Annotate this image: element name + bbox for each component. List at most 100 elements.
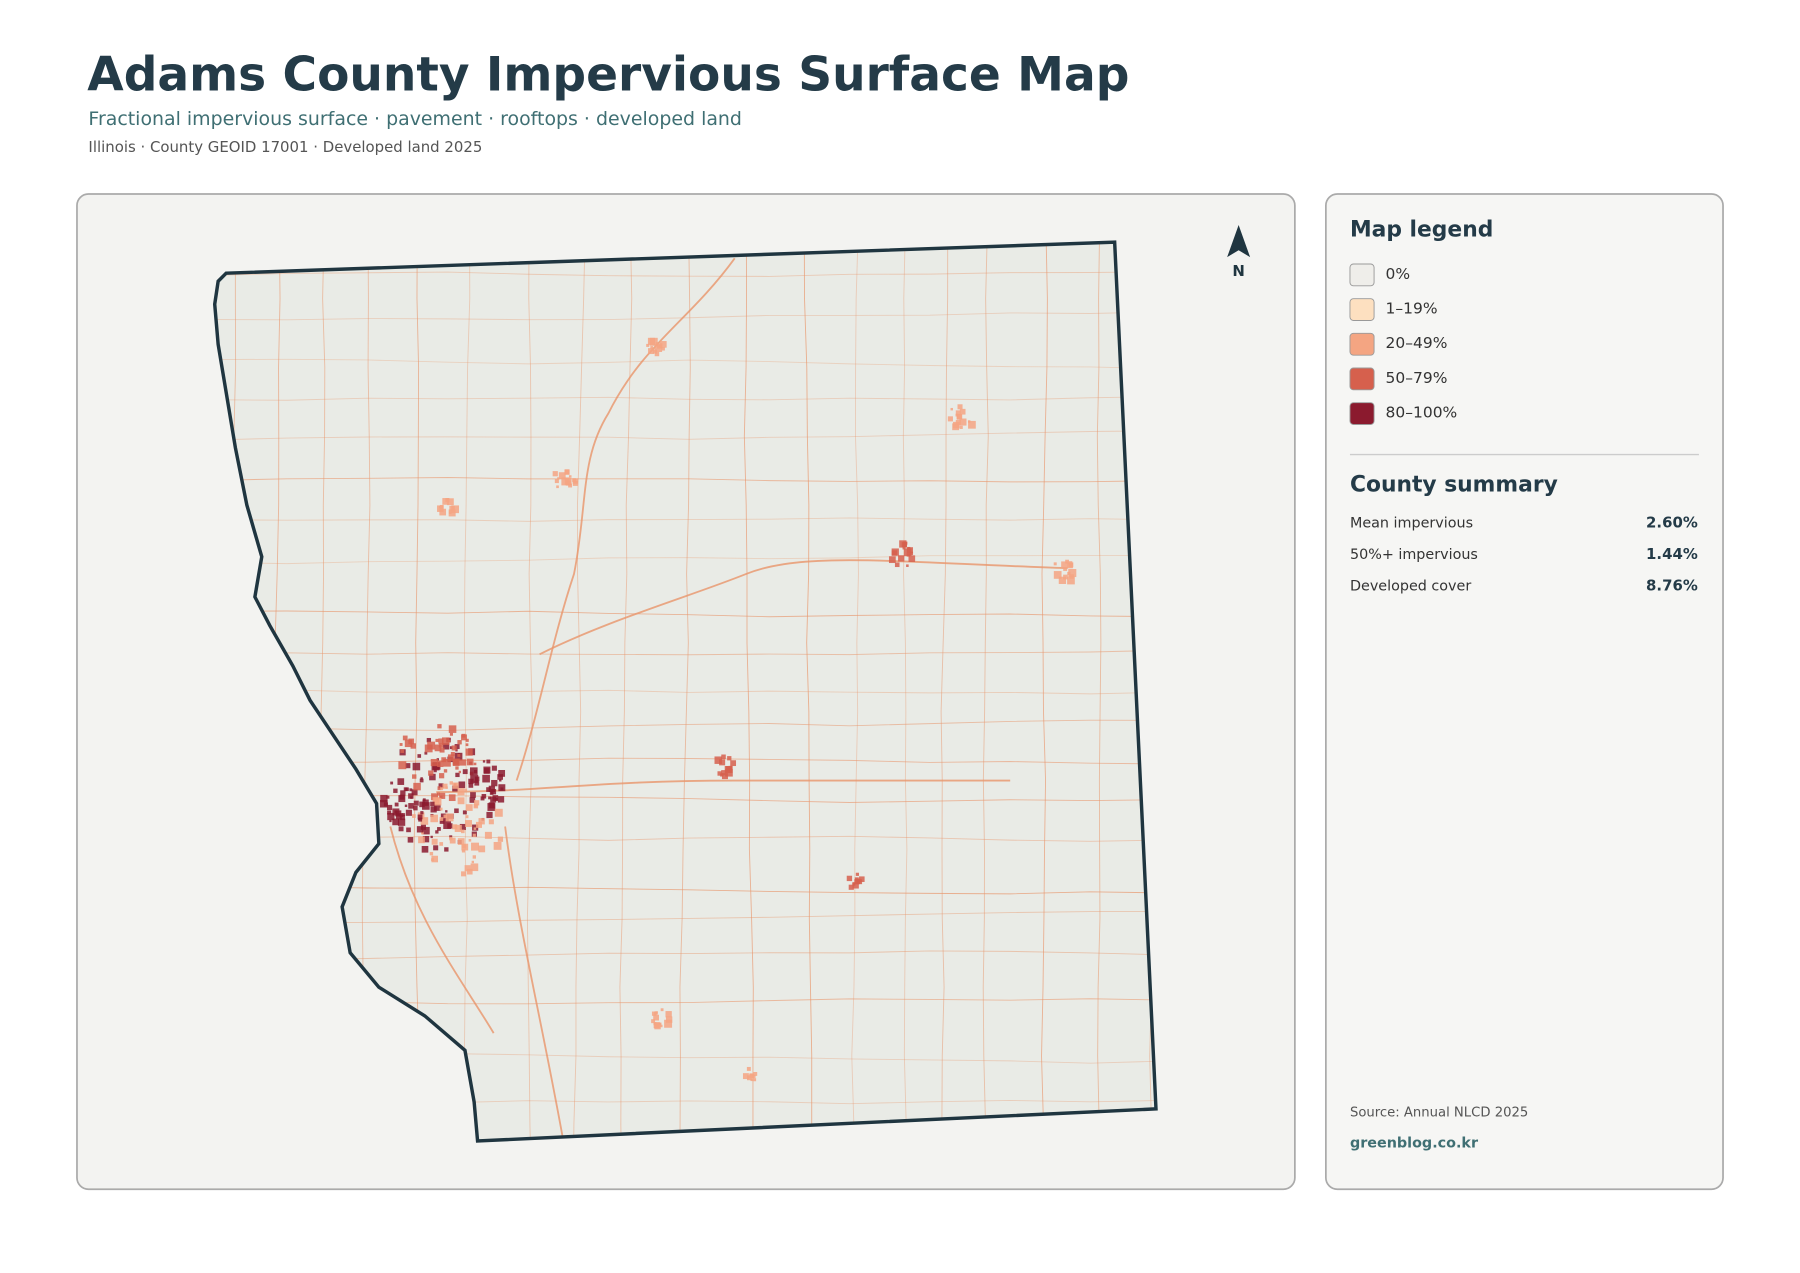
urban-block — [400, 790, 406, 796]
urban-block — [380, 794, 388, 803]
urban-block — [473, 762, 477, 766]
urban-block — [655, 1011, 658, 1014]
urban-block — [478, 818, 485, 825]
urban-block — [434, 744, 442, 752]
legend-panel — [1325, 193, 1724, 1191]
urban-block — [564, 477, 572, 485]
urban-block — [405, 787, 409, 792]
urban-block — [402, 813, 406, 817]
urban-block — [955, 413, 959, 417]
urban-block — [955, 410, 961, 416]
urban-block — [968, 420, 976, 429]
urban-block — [424, 751, 428, 755]
urban-block — [854, 877, 859, 882]
urban-block — [655, 342, 659, 345]
urban-block — [440, 787, 444, 791]
urban-block — [558, 472, 566, 480]
urban-block — [412, 814, 416, 818]
urban-block — [488, 819, 494, 825]
urban-block — [452, 758, 460, 766]
urban-block — [386, 795, 390, 799]
urban-block — [470, 767, 478, 775]
urban-block — [451, 745, 457, 751]
urban-block — [721, 773, 728, 780]
urban-block — [412, 762, 421, 771]
urban-block — [902, 543, 907, 548]
road — [214, 311, 1156, 321]
urban-block — [894, 562, 900, 568]
urban-block — [950, 407, 953, 411]
urban-block — [405, 763, 411, 769]
urban-block — [438, 783, 444, 789]
legend-title: Map legend — [1350, 218, 1493, 243]
urban-block — [482, 774, 490, 783]
major-road — [436, 779, 1011, 793]
urban-block — [448, 794, 456, 802]
legend-label: 80–100% — [1386, 404, 1458, 422]
road — [803, 242, 813, 1141]
urban-block — [665, 1011, 672, 1018]
urban-block — [437, 724, 442, 729]
urban-block — [441, 737, 450, 745]
urban-block — [398, 795, 406, 803]
urban-block — [888, 556, 896, 564]
urban-block — [445, 813, 454, 822]
road — [214, 396, 1156, 401]
urban-block — [719, 759, 726, 766]
urban-block — [652, 349, 657, 354]
urban-block — [572, 480, 578, 486]
urban-block — [906, 553, 910, 557]
legend-swatch — [1349, 298, 1375, 321]
urban-block — [466, 868, 473, 875]
urban-block — [433, 804, 441, 811]
urban-block — [411, 789, 418, 796]
urban-block — [427, 741, 436, 750]
urban-block — [439, 504, 444, 509]
urban-block — [654, 351, 660, 357]
urban-block — [451, 505, 460, 514]
urban-block — [408, 738, 415, 745]
urban-block — [461, 843, 469, 851]
urban-block — [448, 511, 452, 514]
urban-block — [466, 758, 474, 766]
urban-block — [443, 814, 448, 819]
urban-block — [725, 768, 733, 777]
urban-block — [461, 829, 465, 834]
urban-block — [651, 1019, 656, 1024]
legend-label: 1–19% — [1386, 300, 1438, 318]
site-link[interactable]: greenblog.co.kr — [1350, 1135, 1479, 1151]
road — [214, 689, 1156, 695]
urban-block — [846, 875, 853, 882]
urban-block — [410, 743, 416, 749]
urban-block — [959, 408, 966, 415]
urban-block — [431, 838, 438, 845]
urban-block — [497, 836, 504, 842]
urban-block — [416, 826, 424, 833]
urban-block — [419, 778, 424, 783]
urban-block — [497, 774, 503, 780]
summary-value: 1.44% — [1646, 545, 1698, 563]
urban-block — [473, 827, 477, 830]
urban-block — [412, 774, 417, 779]
urban-block — [408, 793, 414, 799]
urban-block — [442, 498, 450, 505]
urban-block — [443, 758, 451, 767]
urban-block — [462, 810, 467, 815]
urban-block — [491, 779, 498, 787]
urban-block — [664, 1019, 673, 1028]
urban-block — [431, 793, 439, 801]
road — [679, 242, 691, 1141]
urban-block — [399, 814, 405, 821]
urban-block — [439, 747, 445, 753]
urban-block — [469, 797, 476, 803]
county-area — [214, 242, 1156, 1141]
urban-block — [402, 735, 408, 741]
urban-block — [437, 786, 442, 791]
urban-block — [397, 818, 406, 826]
urban-block — [420, 817, 429, 825]
urban-block — [461, 734, 467, 741]
urban-block — [475, 821, 482, 828]
urban-block — [465, 738, 469, 742]
urban-block — [454, 808, 459, 814]
urban-block — [859, 876, 865, 882]
